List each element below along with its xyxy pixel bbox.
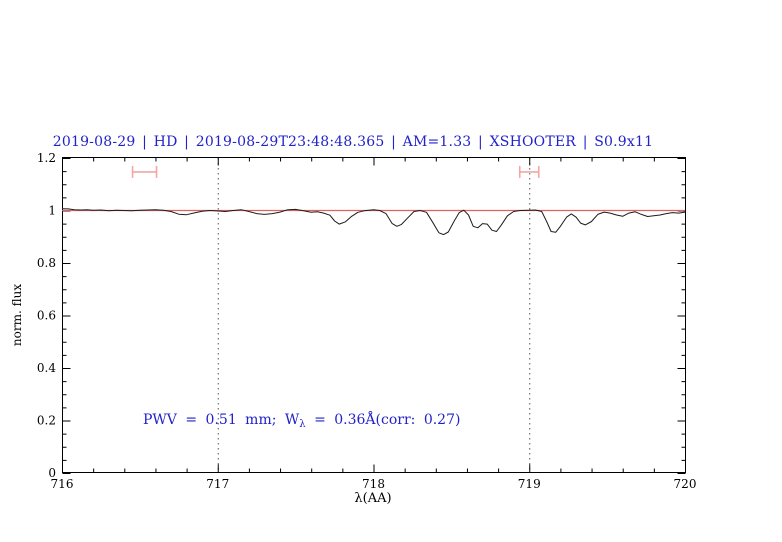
y-tick-label: 0.4: [37, 361, 56, 375]
y-tick-label: 0.8: [37, 256, 56, 270]
x-tick-label: 720: [674, 477, 697, 491]
plot-title: 2019-08-29 | HD | 2019-08-29T23:48:48.36…: [52, 134, 654, 150]
x-tick-label: 716: [51, 477, 74, 491]
band-interval-marker: [518, 165, 540, 178]
band-interval-marker: [131, 165, 158, 178]
y-tick-label: 0.6: [37, 309, 56, 323]
telluric-band-markers: [131, 165, 540, 178]
spectrum-line: [61, 208, 686, 236]
x-axis-ticks: [62, 157, 686, 473]
y-tick-label: 1.2: [37, 151, 56, 165]
lambda-subscript: λ: [299, 419, 306, 430]
y-tick-label: 0.2: [37, 414, 56, 428]
x-tick-label: 719: [518, 477, 541, 491]
observed-spectrum-path: [61, 208, 686, 236]
y-tick-label: 0: [48, 466, 56, 480]
y-tick-label: 1: [48, 204, 56, 218]
y-axis-tick-labels: 0 0.2 0.4 0.6 0.8 1 1.2: [37, 151, 56, 480]
y-axis-label: norm. flux: [10, 283, 24, 347]
x-axis-tick-labels: 716 717 718 719 720: [51, 477, 697, 491]
x-tick-label: 718: [362, 477, 385, 491]
pwv-annotation-text: PWV = 0.51 mm; W: [143, 412, 300, 428]
pwv-annotation: PWV = 0.51 mm; Wλ = 0.36Å(corr: 0.27): [143, 412, 460, 430]
x-axis-label: λ(AA): [354, 491, 392, 506]
pwv-annotation-text-2: = 0.36Å(corr: 0.27): [305, 412, 461, 428]
x-tick-label: 717: [206, 477, 229, 491]
